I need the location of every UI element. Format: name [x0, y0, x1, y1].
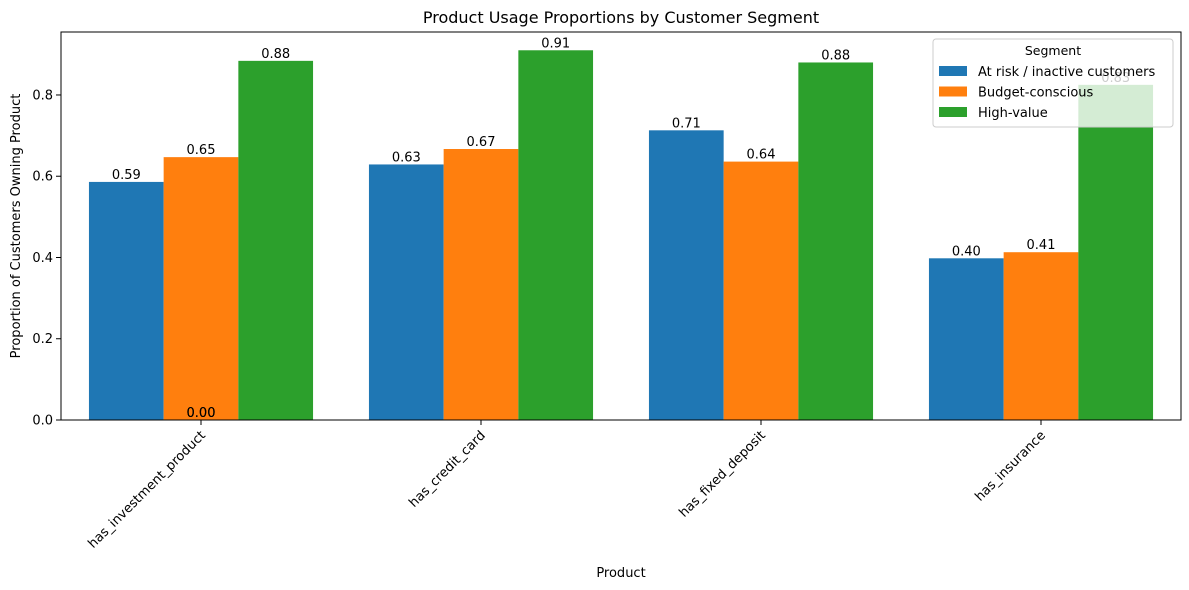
data-label: 0.41: [1027, 238, 1056, 253]
bar: [518, 50, 594, 420]
y-tick-label: 0.6: [32, 170, 53, 185]
data-label: 0.64: [747, 148, 776, 163]
x-axis: has_investment_product has_credit_card has…: [86, 420, 1049, 552]
bar: [88, 181, 164, 420]
bar: [798, 62, 874, 420]
legend-title: Segment: [1025, 43, 1081, 58]
y-axis: 0.0 0.2 0.4 0.6 0.8: [32, 88, 61, 429]
y-axis-label: Proportion of Customers Owning Product: [9, 94, 24, 359]
bar: [163, 157, 239, 420]
plot-bars: [88, 50, 1154, 420]
data-label: 0.91: [541, 36, 570, 51]
x-tick-label: has_insurance: [972, 428, 1048, 504]
legend-label: High-value: [978, 106, 1048, 121]
legend: Segment At risk / inactive customers Budge…: [932, 38, 1174, 128]
legend-label: Budget-conscious: [978, 86, 1094, 101]
data-labels: 0.59 0.63 0.71 0.40 0.65 0.67 0.64 0.41 0.88 0.91…: [112, 36, 1130, 421]
data-label: 0.63: [392, 150, 421, 165]
y-tick-label: 0.0: [32, 414, 53, 429]
data-label: 0.67: [467, 135, 496, 150]
bar: [368, 164, 444, 420]
data-label: 0.59: [112, 168, 141, 183]
bar: [1078, 84, 1154, 420]
legend-label: At risk / inactive customers: [978, 65, 1156, 80]
y-tick-label: 0.8: [32, 88, 53, 103]
x-tick-label: has_fixed_deposit: [676, 428, 768, 520]
x-axis-label: Product: [596, 566, 645, 581]
data-label: 0.65: [187, 143, 216, 158]
bar: [238, 60, 314, 420]
bar: [928, 258, 1004, 420]
legend-box: [932, 38, 1174, 128]
bar: [1003, 252, 1079, 420]
x-tick-label: has_investment_product: [86, 428, 209, 551]
legend-swatch: [939, 107, 967, 117]
data-label: 0.71: [672, 116, 701, 131]
data-label: 0.88: [261, 47, 290, 62]
data-label: 0.00: [187, 406, 216, 421]
y-tick-label: 0.2: [32, 332, 53, 347]
bar: [648, 130, 724, 420]
data-label: 0.40: [952, 244, 981, 259]
plot-frame: [60, 31, 1182, 421]
y-tick-label: 0.4: [32, 251, 53, 266]
chart-title: Product Usage Proportions by Customer Se…: [423, 8, 819, 27]
data-label: 0.88: [821, 48, 850, 63]
x-tick-label: has_credit_card: [406, 428, 488, 510]
legend-swatch: [939, 86, 967, 97]
data-label: 0.00: [187, 406, 216, 421]
bar: [723, 161, 799, 420]
bar: [443, 149, 519, 420]
legend-swatch: [939, 66, 967, 76]
